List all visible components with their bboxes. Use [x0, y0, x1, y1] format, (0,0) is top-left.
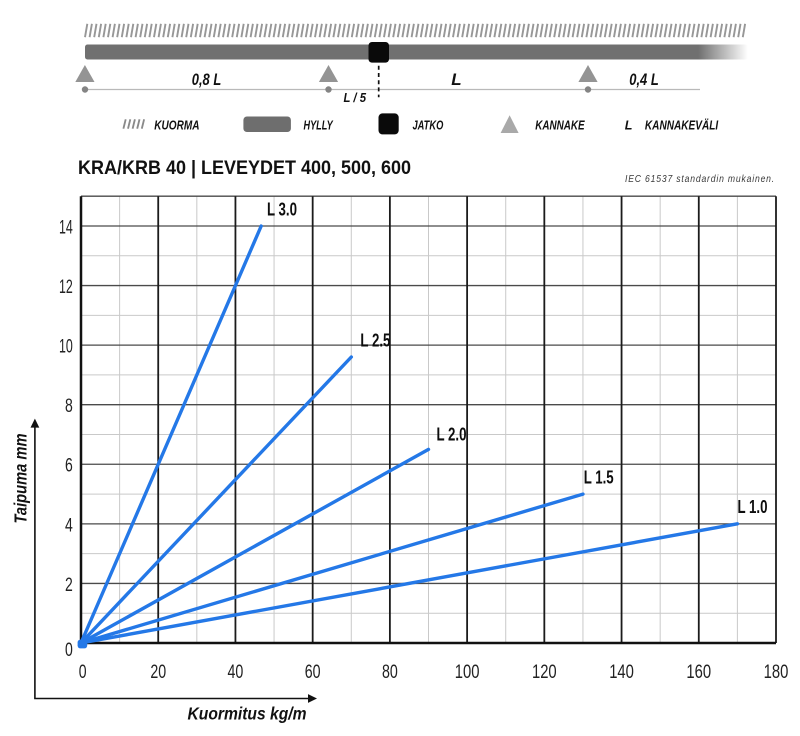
- svg-text:Kuormitus kg/m: Kuormitus kg/m: [188, 704, 307, 724]
- svg-text:L 1.5: L 1.5: [584, 467, 614, 487]
- svg-text:8: 8: [65, 395, 73, 417]
- svg-text:L 2.0: L 2.0: [437, 424, 467, 444]
- svg-text:KUORMA: KUORMA: [154, 118, 199, 132]
- svg-text:KRA/KRB 40 | LEVEYDET 400, 500: KRA/KRB 40 | LEVEYDET 400, 500, 600: [78, 158, 411, 179]
- svg-text:6: 6: [65, 455, 73, 477]
- svg-text:IEC 61537 standardin mukainen.: IEC 61537 standardin mukainen.: [625, 173, 775, 185]
- svg-text:HYLLY: HYLLY: [304, 118, 334, 132]
- svg-text:4: 4: [65, 514, 73, 536]
- svg-text:0: 0: [79, 661, 87, 683]
- svg-text:L 3.0: L 3.0: [267, 199, 297, 219]
- svg-text:140: 140: [609, 661, 634, 683]
- svg-text:40: 40: [228, 661, 244, 683]
- svg-text:80: 80: [382, 661, 398, 683]
- svg-text:L 2.5: L 2.5: [360, 330, 390, 350]
- svg-text:0: 0: [65, 639, 73, 661]
- svg-text:0,4 L: 0,4 L: [629, 70, 659, 89]
- svg-text:12: 12: [59, 276, 73, 298]
- svg-text:14: 14: [59, 216, 73, 238]
- svg-text:KANNAKE: KANNAKE: [535, 118, 585, 132]
- svg-text:KANNAKEVÄLI: KANNAKEVÄLI: [645, 117, 719, 132]
- svg-text:L / 5: L / 5: [344, 91, 367, 105]
- svg-text:JATKO: JATKO: [413, 118, 444, 132]
- svg-text:10: 10: [59, 336, 73, 358]
- svg-text:Taipuma mm: Taipuma mm: [11, 434, 31, 524]
- svg-text:2: 2: [65, 574, 73, 596]
- svg-text:160: 160: [686, 661, 711, 683]
- svg-text:120: 120: [532, 661, 557, 683]
- svg-text:100: 100: [455, 661, 480, 683]
- svg-text:60: 60: [305, 661, 321, 683]
- svg-text:L 1.0: L 1.0: [738, 497, 768, 517]
- svg-text:L: L: [625, 118, 633, 132]
- svg-text:0,8 L: 0,8 L: [192, 70, 222, 89]
- svg-text:180: 180: [764, 661, 789, 683]
- svg-text:20: 20: [150, 661, 166, 683]
- svg-text:L: L: [451, 70, 461, 89]
